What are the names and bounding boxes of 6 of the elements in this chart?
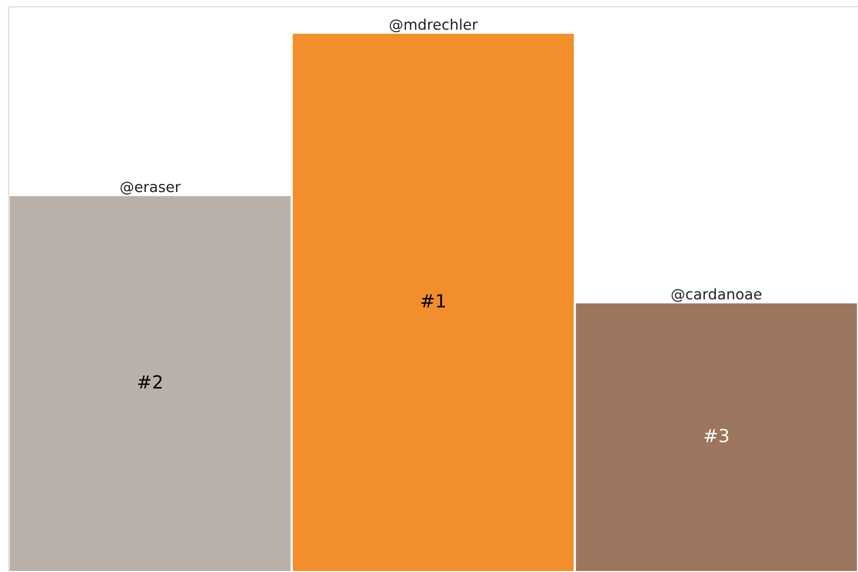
annotation: #2 [138,375,162,389]
x-tick-label: @mdrechler [390,18,478,32]
x-tick-label: @eraser [120,182,181,195]
x-tick-label: @cardanoae [672,288,762,302]
annotation: #3 [704,428,728,442]
annotation: #1 [421,294,445,308]
